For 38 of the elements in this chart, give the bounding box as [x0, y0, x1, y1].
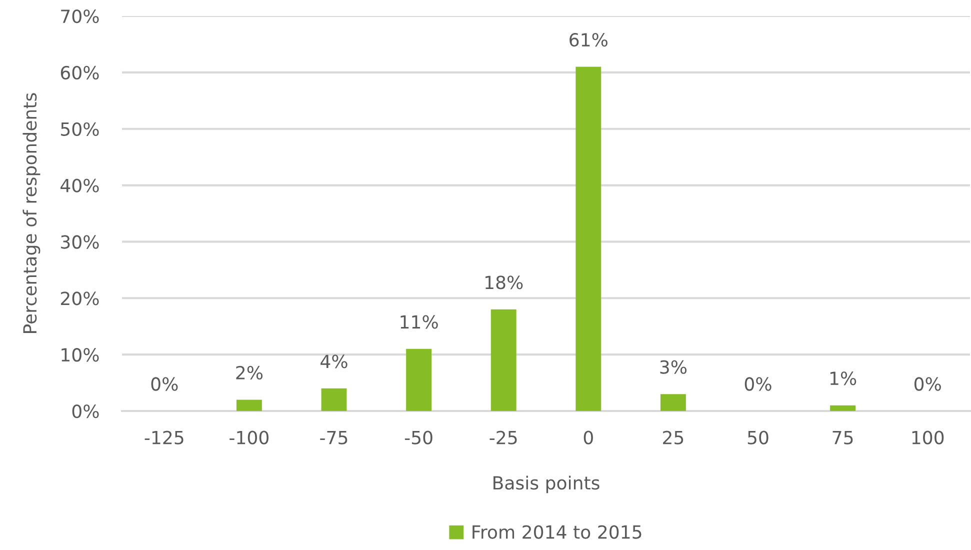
- x-tick-label: 25: [663, 430, 684, 444]
- y-tick-label: 10%: [62, 348, 99, 362]
- bar: [830, 405, 856, 411]
- y-tick-label: 20%: [60, 292, 99, 306]
- y-tick-label: 40%: [60, 178, 99, 192]
- data-label: 11%: [400, 315, 438, 329]
- x-tick-label: 50: [748, 430, 768, 444]
- bar: [406, 348, 432, 411]
- data-label: 2%: [236, 366, 263, 380]
- x-tick-label: 100: [912, 430, 944, 444]
- data-label: 61%: [570, 32, 608, 47]
- data-label: 3%: [660, 360, 687, 374]
- x-axis-title: Basis points: [494, 476, 600, 494]
- x-tick-label: -100: [230, 430, 268, 444]
- y-axis-title: Percentage of respondents: [22, 93, 40, 333]
- x-tick-label: -25: [490, 430, 517, 444]
- x-tick-label: -50: [404, 430, 432, 444]
- x-tick-label: 0: [584, 430, 593, 444]
- y-tick-label: 70%: [61, 9, 99, 24]
- bar: [576, 66, 602, 411]
- y-tick-label: 0%: [72, 404, 99, 418]
- x-tick-label: -125: [144, 430, 184, 444]
- data-label: 4%: [320, 354, 348, 368]
- bar: [236, 400, 262, 411]
- data-label: 0%: [744, 377, 772, 391]
- data-label: 1%: [830, 372, 856, 386]
- legend-label: From 2014 to 2015: [472, 525, 642, 539]
- data-label: 18%: [486, 276, 523, 290]
- data-label: 0%: [151, 377, 178, 391]
- bar: [660, 394, 686, 411]
- x-tick-label: -75: [320, 431, 348, 444]
- data-label: 0%: [914, 377, 941, 391]
- y-tick-label: 60%: [60, 66, 99, 80]
- x-tick-label: 75: [832, 431, 853, 444]
- bar: [490, 309, 516, 411]
- bar: [321, 388, 347, 411]
- y-tick-label: 50%: [61, 122, 99, 136]
- y-tick-label: 30%: [61, 235, 99, 249]
